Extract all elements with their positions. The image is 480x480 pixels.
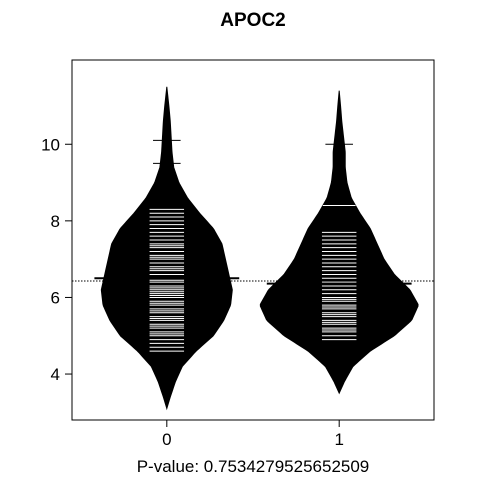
chart-title: APOC2 (220, 10, 285, 31)
x-tick-label-1: 1 (334, 430, 343, 449)
plot-area (72, 86, 434, 411)
x-axis-label: P-value: 0.7534279525652509 (137, 457, 370, 476)
bean-group-0 (94, 86, 240, 411)
y-tick-label-6: 6 (51, 288, 60, 307)
bean-lines-0 (149, 139, 185, 352)
y-tick-label-10: 10 (41, 135, 60, 154)
bean-lines-1 (321, 143, 357, 341)
bean-group-1 (259, 90, 419, 395)
y-axis: 4 6 8 10 (41, 135, 72, 384)
plot-frame (71, 59, 435, 421)
bean-shape-1 (259, 90, 419, 395)
y-tick-label-8: 8 (51, 212, 60, 231)
y-tick-label-4: 4 (51, 365, 60, 384)
x-tick-label-0: 0 (162, 430, 171, 449)
